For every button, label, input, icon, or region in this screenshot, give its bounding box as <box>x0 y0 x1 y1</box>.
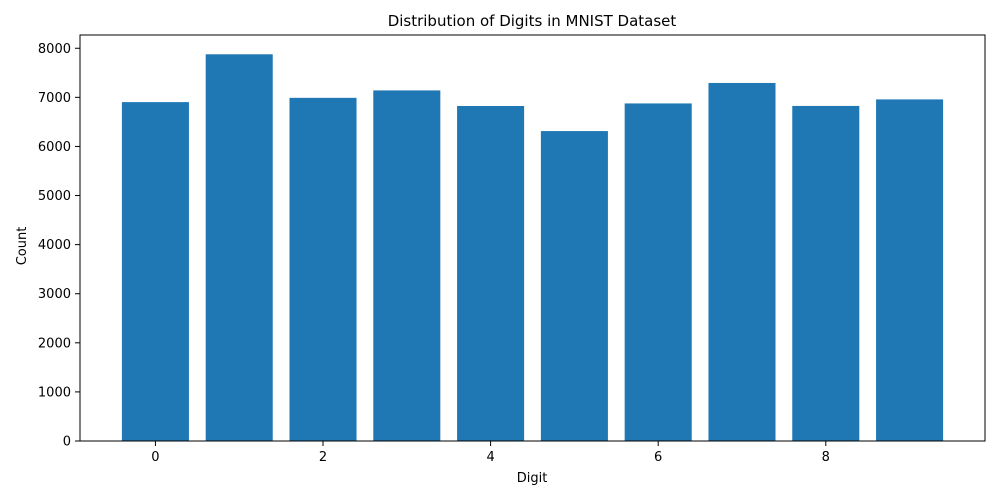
y-tick-label: 1000 <box>38 385 71 400</box>
y-tick-label: 7000 <box>38 91 71 106</box>
x-tick-label: 2 <box>319 450 327 465</box>
x-tick-label: 4 <box>486 450 494 465</box>
y-tick-label: 2000 <box>38 336 71 351</box>
y-tick-label: 8000 <box>38 42 71 57</box>
bar-digit-6 <box>624 103 692 441</box>
bar-digit-9 <box>876 99 944 441</box>
bar-digit-2 <box>289 97 357 442</box>
bar-digit-5 <box>540 131 608 442</box>
y-tick-label: 0 <box>63 435 71 450</box>
x-tick-label: 6 <box>654 450 662 465</box>
bar-digit-3 <box>373 90 441 441</box>
y-tick-label: 4000 <box>38 238 71 253</box>
y-tick-label: 3000 <box>38 287 71 302</box>
bar-digit-8 <box>792 105 860 441</box>
bar-digit-4 <box>457 105 525 441</box>
chart-title: Distribution of Digits in MNIST Dataset <box>388 12 677 30</box>
x-tick-label: 0 <box>151 450 159 465</box>
bar-digit-7 <box>708 82 776 442</box>
x-tick-label: 8 <box>822 450 830 465</box>
y-tick-label: 5000 <box>38 189 71 204</box>
bar-digit-0 <box>121 102 189 441</box>
y-axis-ticks: 0 1000 2000 3000 4000 5000 6000 7000 8000 <box>38 42 80 450</box>
plot-frame <box>79 34 986 442</box>
y-axis-label: Count <box>15 227 30 266</box>
x-axis-ticks: 0 2 4 6 8 <box>151 441 830 465</box>
bar-digit-1 <box>205 54 273 442</box>
x-axis-label: Digit <box>517 471 548 486</box>
bars-group <box>121 54 944 442</box>
y-tick-label: 6000 <box>38 140 71 155</box>
